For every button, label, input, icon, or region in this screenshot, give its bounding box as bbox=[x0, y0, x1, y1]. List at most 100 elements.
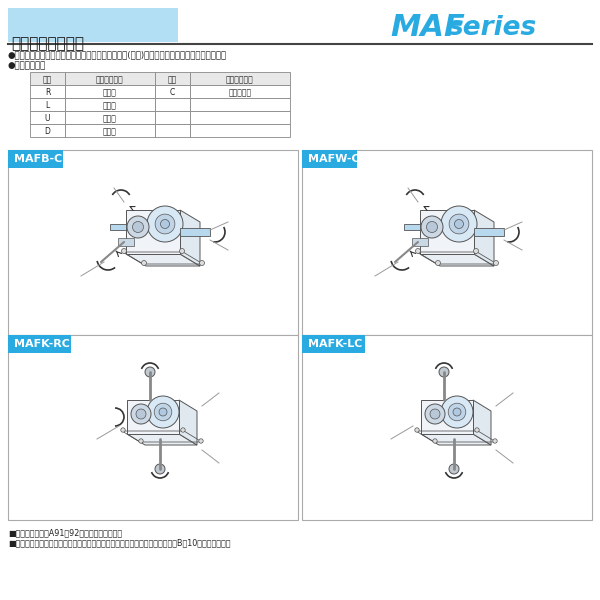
Bar bbox=[8, 150, 298, 335]
Circle shape bbox=[439, 367, 449, 377]
Bar bbox=[180, 228, 210, 236]
Circle shape bbox=[159, 408, 167, 416]
Text: D: D bbox=[44, 127, 50, 136]
Circle shape bbox=[161, 220, 170, 229]
Bar bbox=[190, 72, 290, 85]
Circle shape bbox=[199, 439, 203, 443]
Bar bbox=[30, 124, 65, 137]
Bar bbox=[155, 85, 190, 98]
Text: R: R bbox=[45, 88, 50, 97]
Bar bbox=[30, 98, 65, 111]
Text: MAFW-C: MAFW-C bbox=[308, 154, 359, 164]
Polygon shape bbox=[127, 434, 197, 445]
Bar bbox=[65, 124, 155, 137]
Circle shape bbox=[127, 216, 149, 238]
Bar bbox=[190, 124, 290, 137]
Bar bbox=[474, 228, 504, 236]
Text: 出力軸の方向: 出力軸の方向 bbox=[96, 75, 124, 84]
Circle shape bbox=[441, 396, 473, 428]
Text: ■特殊な取付状態については、当社へお問い合わせ下さい。なお、参考としてB－10をご覧下さい。: ■特殊な取付状態については、当社へお問い合わせ下さい。なお、参考としてB－10を… bbox=[8, 538, 230, 547]
Bar bbox=[190, 85, 290, 98]
Text: U: U bbox=[45, 114, 50, 123]
Text: 上　側: 上 側 bbox=[103, 114, 117, 123]
Circle shape bbox=[147, 206, 183, 242]
Circle shape bbox=[449, 214, 469, 234]
Circle shape bbox=[142, 260, 146, 265]
Bar bbox=[404, 224, 420, 230]
Text: 記号: 記号 bbox=[43, 75, 52, 84]
Bar bbox=[302, 335, 592, 520]
Circle shape bbox=[179, 248, 185, 253]
Text: MAFB-C: MAFB-C bbox=[14, 154, 62, 164]
Bar bbox=[302, 150, 592, 335]
Circle shape bbox=[441, 206, 477, 242]
Circle shape bbox=[415, 428, 419, 432]
Text: 出力軸の方向: 出力軸の方向 bbox=[226, 75, 254, 84]
Polygon shape bbox=[473, 400, 491, 445]
Polygon shape bbox=[421, 434, 491, 445]
Text: C: C bbox=[170, 88, 175, 97]
Text: 出力軸両端: 出力軸両端 bbox=[229, 88, 251, 97]
Bar bbox=[110, 224, 126, 230]
Polygon shape bbox=[420, 254, 494, 266]
Circle shape bbox=[421, 216, 443, 238]
Circle shape bbox=[453, 408, 461, 416]
Bar bbox=[8, 335, 298, 520]
Circle shape bbox=[121, 428, 125, 432]
Text: ■軸配置の詳細はA91・92を参照して下さい。: ■軸配置の詳細はA91・92を参照して下さい。 bbox=[8, 528, 122, 537]
Text: MAFK-RC: MAFK-RC bbox=[14, 339, 70, 349]
Bar bbox=[155, 111, 190, 124]
Bar bbox=[65, 85, 155, 98]
Bar bbox=[30, 72, 65, 85]
Polygon shape bbox=[474, 210, 494, 266]
Bar bbox=[65, 111, 155, 124]
Text: 軸配置と回転方向: 軸配置と回転方向 bbox=[11, 36, 84, 51]
Circle shape bbox=[415, 248, 421, 253]
Circle shape bbox=[155, 464, 165, 474]
Polygon shape bbox=[127, 400, 179, 434]
Text: 記号: 記号 bbox=[168, 75, 177, 84]
Polygon shape bbox=[180, 210, 200, 266]
Polygon shape bbox=[179, 400, 197, 445]
Circle shape bbox=[136, 409, 146, 419]
Text: ●軸配置は入力軸またはモータを手前にして出力軸(青色)の出ている方向で決定して下さい。: ●軸配置は入力軸またはモータを手前にして出力軸(青色)の出ている方向で決定して下… bbox=[8, 50, 227, 59]
Circle shape bbox=[430, 409, 440, 419]
Circle shape bbox=[133, 221, 143, 232]
Circle shape bbox=[121, 248, 127, 253]
Bar bbox=[302, 150, 357, 168]
Text: 下　側: 下 側 bbox=[103, 127, 117, 136]
Circle shape bbox=[181, 428, 185, 432]
Circle shape bbox=[448, 403, 466, 421]
Polygon shape bbox=[126, 254, 200, 266]
Bar bbox=[155, 98, 190, 111]
Circle shape bbox=[145, 367, 155, 377]
Bar bbox=[8, 8, 178, 42]
Circle shape bbox=[131, 404, 151, 424]
Bar bbox=[8, 335, 71, 353]
Circle shape bbox=[449, 464, 459, 474]
Text: L: L bbox=[46, 101, 50, 110]
Bar bbox=[118, 238, 134, 246]
Bar bbox=[65, 98, 155, 111]
Bar bbox=[30, 85, 65, 98]
Bar bbox=[8, 150, 63, 168]
Text: MAF: MAF bbox=[390, 13, 465, 43]
Polygon shape bbox=[420, 210, 474, 254]
Circle shape bbox=[147, 396, 179, 428]
Text: MAFK-LC: MAFK-LC bbox=[308, 339, 362, 349]
Circle shape bbox=[455, 220, 464, 229]
Circle shape bbox=[199, 260, 205, 265]
Circle shape bbox=[425, 404, 445, 424]
Bar bbox=[190, 98, 290, 111]
Bar bbox=[30, 111, 65, 124]
Bar bbox=[302, 335, 365, 353]
Circle shape bbox=[433, 439, 437, 443]
Polygon shape bbox=[126, 210, 180, 254]
Polygon shape bbox=[421, 400, 473, 434]
Circle shape bbox=[139, 439, 143, 443]
Circle shape bbox=[493, 439, 497, 443]
Bar bbox=[412, 238, 428, 246]
Text: 左　側: 左 側 bbox=[103, 101, 117, 110]
Bar bbox=[155, 72, 190, 85]
Text: series: series bbox=[448, 15, 537, 41]
